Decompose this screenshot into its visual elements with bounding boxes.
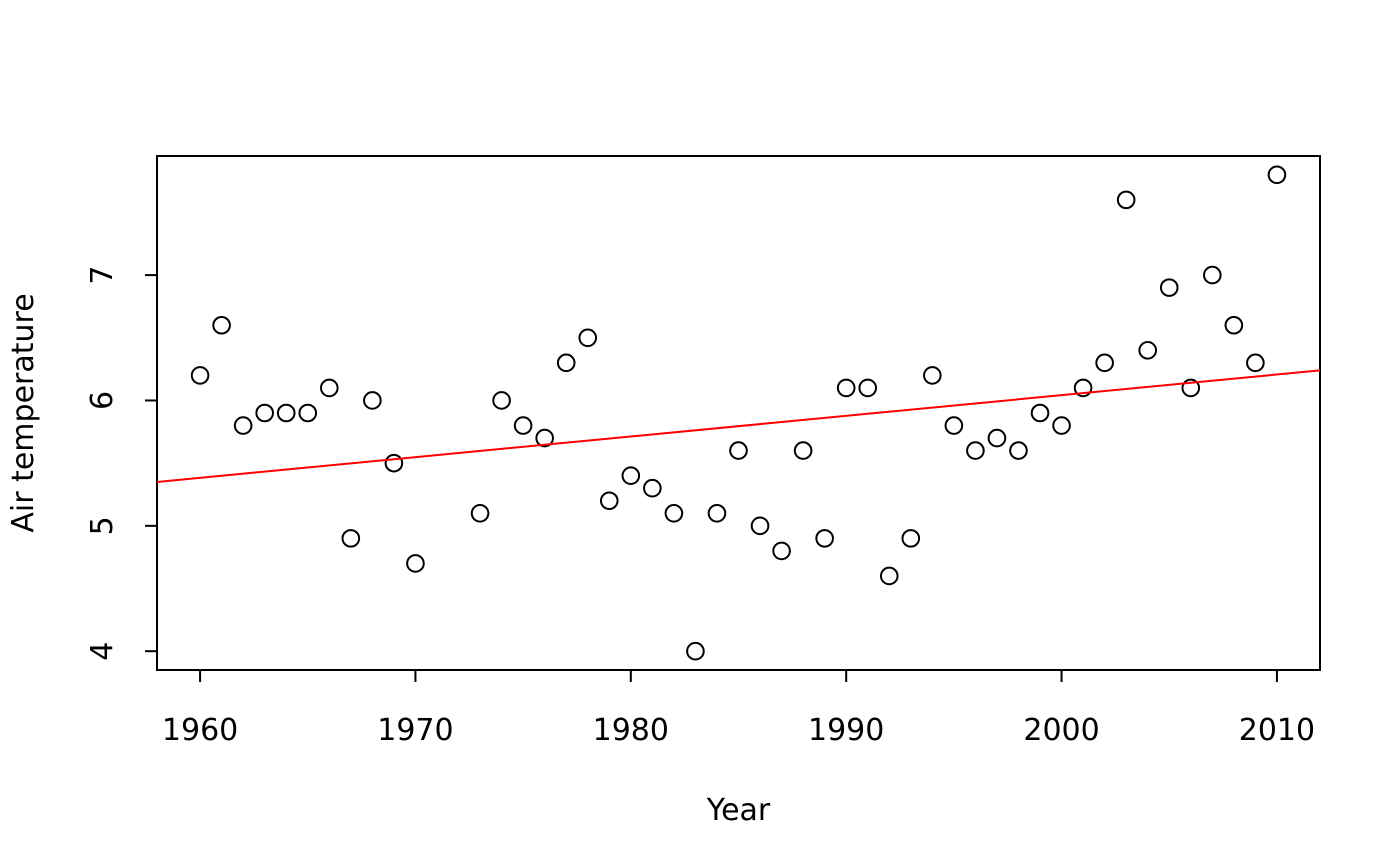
data-point: [255, 403, 274, 423]
x-axis-title: Year: [706, 793, 771, 828]
data-point: [319, 378, 339, 398]
data-point: [276, 403, 296, 423]
data-points: [190, 165, 1287, 661]
data-point: [686, 641, 705, 661]
data-point: [341, 529, 361, 548]
data-point: [470, 503, 490, 523]
x-tick-label: 1960: [162, 713, 238, 748]
data-point: [298, 403, 318, 423]
data-point: [599, 491, 619, 511]
data-point: [233, 416, 253, 435]
data-point: [815, 529, 834, 548]
data-point: [987, 428, 1007, 448]
data-point: [1159, 278, 1179, 297]
data-point: [578, 328, 598, 348]
x-tick-label: 1980: [593, 713, 669, 748]
data-point: [513, 416, 533, 435]
data-point: [621, 466, 641, 485]
trend-line-group: [156, 369, 1321, 483]
plot-border: [156, 155, 1321, 671]
data-point: [212, 315, 231, 335]
data-point: [363, 391, 382, 410]
data-point: [944, 416, 964, 435]
x-axis: 1960 1970 1980 1990 2000 2010: [162, 670, 1315, 748]
data-point: [643, 478, 662, 498]
data-point: [858, 378, 878, 398]
data-point: [1181, 378, 1201, 398]
data-point: [1030, 403, 1050, 423]
y-axis-title: Air temperature: [6, 293, 41, 532]
data-point: [966, 441, 985, 460]
data-point: [729, 441, 748, 460]
data-point: [190, 366, 210, 385]
data-point: [923, 366, 942, 385]
data-point: [793, 441, 813, 460]
data-point: [1267, 165, 1287, 185]
data-point: [772, 541, 791, 561]
data-point: [750, 516, 770, 536]
data-point: [535, 428, 554, 448]
data-point: [879, 566, 899, 586]
data-point: [1073, 378, 1093, 398]
data-point: [1138, 341, 1158, 360]
y-tick-label: 4: [85, 642, 120, 661]
data-point: [707, 503, 727, 523]
x-tick-label: 1970: [377, 713, 453, 748]
data-point: [836, 378, 856, 398]
y-tick-label: 5: [85, 516, 120, 535]
data-point: [1224, 315, 1244, 335]
x-tick-label: 2000: [1023, 713, 1099, 748]
data-point: [1095, 353, 1114, 373]
y-tick-label: 7: [85, 266, 120, 285]
data-point: [1246, 353, 1265, 373]
y-axis: 4 5 6 7: [85, 266, 157, 661]
data-point: [1052, 416, 1071, 435]
data-point: [1203, 265, 1222, 285]
plot-frame: [156, 155, 1321, 671]
data-point: [556, 353, 576, 373]
data-point: [901, 529, 921, 548]
data-point: [406, 554, 425, 573]
data-point: [1116, 190, 1136, 210]
trend-line: [156, 369, 1321, 483]
data-point: [384, 453, 404, 473]
x-tick-label: 2010: [1239, 713, 1315, 748]
data-point: [1009, 441, 1028, 460]
data-point: [664, 503, 684, 523]
data-point: [492, 391, 511, 410]
x-tick-label: 1990: [808, 713, 884, 748]
y-tick-label: 6: [85, 391, 120, 410]
